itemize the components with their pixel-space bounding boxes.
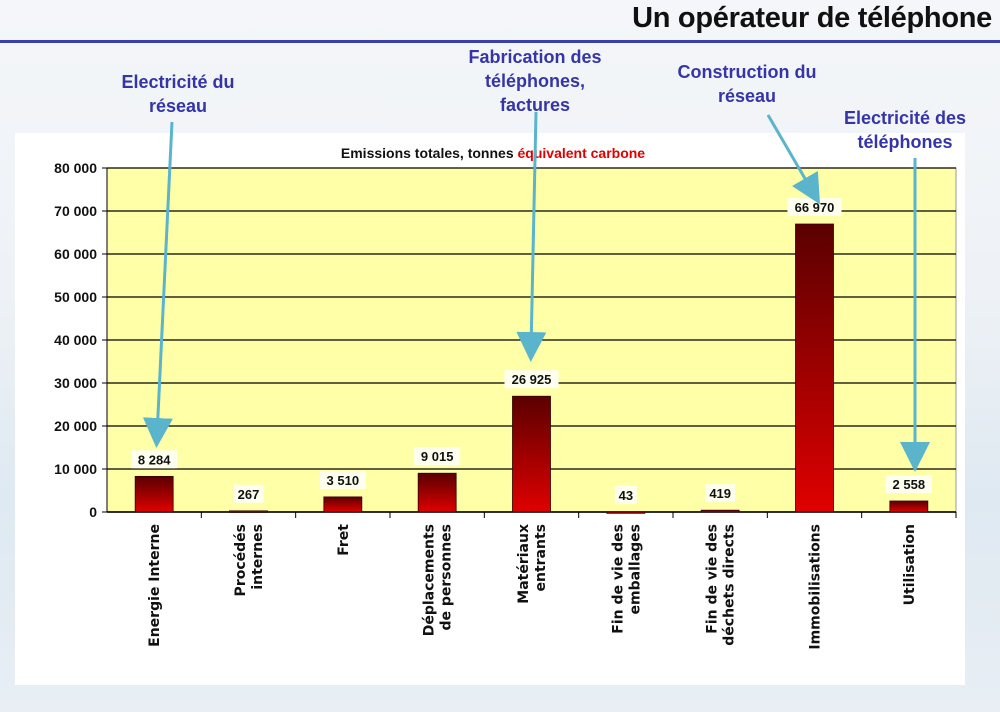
y-tick-label: 30 000 bbox=[54, 375, 97, 391]
x-tick-label: Fin de vie desdéchets directs bbox=[705, 524, 738, 646]
data-label-bg bbox=[233, 484, 264, 503]
x-tick-label: Procédésinternes bbox=[233, 524, 266, 596]
title-underline bbox=[0, 40, 1000, 43]
data-label-bg bbox=[885, 475, 932, 494]
x-tick-label: Fret bbox=[336, 524, 352, 556]
annotation-arrow bbox=[766, 114, 821, 205]
bar bbox=[134, 475, 174, 513]
bar bbox=[512, 395, 551, 513]
bar bbox=[606, 511, 646, 514]
x-tick-label: Immobilisations bbox=[808, 524, 824, 650]
bar bbox=[700, 509, 740, 513]
x-tick-label: Fin de vie desemballages bbox=[610, 524, 643, 634]
data-label-bg bbox=[504, 370, 559, 389]
data-label-bg bbox=[414, 447, 461, 466]
y-tick-label: 20 000 bbox=[54, 418, 97, 434]
data-label: 2 558 bbox=[893, 477, 926, 492]
chart-title-part1: Emissions totales, tonnes bbox=[341, 145, 518, 161]
data-label: 267 bbox=[238, 487, 260, 502]
annotation-arrow bbox=[142, 121, 174, 448]
annotation-arrow bbox=[516, 111, 547, 362]
y-tick-label: 0 bbox=[89, 504, 97, 520]
annotation-fabrication: Fabrication des téléphones, factures bbox=[468, 47, 602, 115]
data-label: 43 bbox=[619, 488, 633, 503]
data-label-bg bbox=[319, 470, 366, 489]
data-label: 8 284 bbox=[138, 452, 171, 467]
data-label-bg bbox=[131, 450, 178, 469]
y-tick-label: 80 000 bbox=[54, 160, 97, 176]
y-tick-label: 50 000 bbox=[54, 289, 97, 305]
annotation-construction: Construction du réseau bbox=[677, 62, 817, 106]
data-label: 419 bbox=[709, 486, 731, 501]
data-label-bg bbox=[614, 485, 637, 504]
data-label: 3 510 bbox=[327, 473, 360, 488]
bar bbox=[323, 496, 363, 513]
bar bbox=[417, 472, 457, 513]
bar bbox=[229, 510, 268, 513]
annotation-electricite-reseau: Electricité du réseau bbox=[121, 72, 235, 116]
x-tick-label: Matériauxentrants bbox=[516, 524, 549, 604]
chart-title-part2: équivalent carbone bbox=[518, 145, 646, 161]
y-tick-label: 60 000 bbox=[54, 246, 97, 262]
x-tick-label: Déplacementsde personnes bbox=[422, 524, 455, 636]
data-label: 66 970 bbox=[795, 200, 835, 215]
annotation-electricite-telephones: Electricité des téléphones bbox=[843, 108, 967, 152]
data-label: 9 015 bbox=[421, 449, 454, 464]
y-tick-label: 10 000 bbox=[54, 461, 97, 477]
x-tick-label: Energie Interne bbox=[147, 524, 163, 647]
data-label: 26 925 bbox=[512, 372, 552, 387]
bar bbox=[889, 500, 929, 513]
x-tick-label: Utilisation bbox=[902, 524, 918, 605]
y-tick-label: 70 000 bbox=[54, 203, 97, 219]
slide-title: Un opérateur de téléphone bbox=[632, 2, 992, 34]
data-label-bg bbox=[705, 484, 736, 503]
chart-title: Emissions totales, tonnes équivalent car… bbox=[341, 145, 645, 161]
y-tick-label: 40 000 bbox=[54, 332, 97, 348]
bar bbox=[795, 223, 834, 513]
